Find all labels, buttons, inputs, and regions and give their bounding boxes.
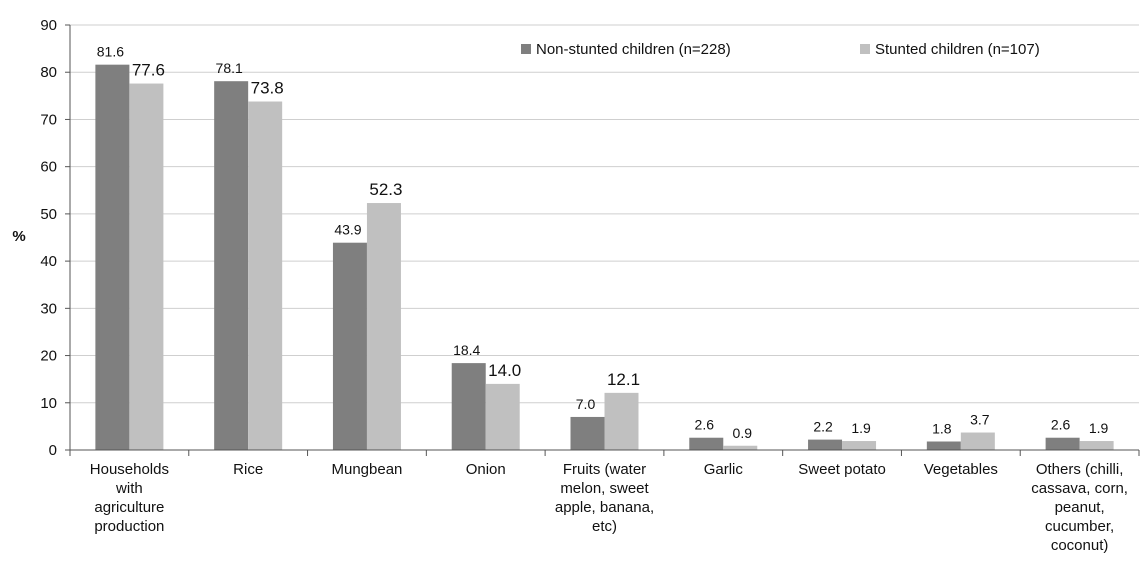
x-category-label: apple, banana, bbox=[555, 499, 654, 516]
bar-non-stunted bbox=[95, 64, 130, 451]
data-label: 1.8 bbox=[932, 421, 952, 437]
bar-stunted bbox=[842, 441, 877, 450]
legend-label-stunted: Stunted children (n=107) bbox=[875, 41, 1040, 58]
data-labels: 81.6 77.6 78.1 73.8 43.9 52.3 18.4 14.0 7.0 12.1 2… bbox=[97, 44, 1109, 441]
legend-swatch-non-stunted bbox=[521, 44, 531, 54]
y-tick-label: 40 bbox=[40, 253, 57, 270]
x-category-label: Fruits (water bbox=[563, 461, 646, 478]
bar-stunted bbox=[604, 392, 639, 450]
data-label: 52.3 bbox=[369, 180, 402, 199]
data-label: 14.0 bbox=[488, 361, 521, 380]
x-axis-category-labels: Households with agriculture production Rice M… bbox=[90, 461, 1128, 554]
data-label: 1.9 bbox=[1089, 420, 1109, 436]
bar-stunted bbox=[366, 203, 401, 450]
bar-non-stunted bbox=[451, 363, 486, 450]
legend: Non-stunted children (n=228) Stunted chi… bbox=[521, 41, 1040, 58]
y-tick-label: 30 bbox=[40, 300, 57, 317]
bar-non-stunted bbox=[808, 439, 843, 450]
x-category-label: cucumber, bbox=[1045, 518, 1114, 535]
data-label: 2.6 bbox=[695, 417, 715, 433]
legend-swatch-stunted bbox=[860, 44, 870, 54]
x-category-label: peanut, bbox=[1055, 499, 1105, 516]
x-category-label: Garlic bbox=[704, 461, 744, 478]
x-category-label: etc) bbox=[592, 518, 617, 535]
data-label: 81.6 bbox=[97, 44, 124, 60]
x-category-label: Sweet potato bbox=[798, 461, 886, 478]
y-axis-title: % bbox=[12, 228, 25, 245]
bar-stunted bbox=[1079, 441, 1114, 450]
x-category-label: Others (chilli, bbox=[1036, 461, 1124, 478]
x-category-label: coconut) bbox=[1051, 537, 1109, 554]
bar-stunted bbox=[248, 101, 283, 450]
y-tick-label: 20 bbox=[40, 348, 57, 365]
data-label: 0.9 bbox=[733, 425, 753, 441]
x-category-label: Mungbean bbox=[331, 461, 402, 478]
legend-label-non-stunted: Non-stunted children (n=228) bbox=[536, 41, 731, 58]
data-label: 3.7 bbox=[970, 412, 990, 428]
axes bbox=[69, 25, 1140, 456]
bar-series bbox=[95, 64, 1114, 451]
data-label: 2.6 bbox=[1051, 417, 1071, 433]
data-label: 77.6 bbox=[132, 61, 165, 80]
y-tick-label: 50 bbox=[40, 206, 57, 223]
x-category-label: production bbox=[94, 518, 164, 535]
bar-non-stunted bbox=[332, 242, 367, 450]
data-label: 73.8 bbox=[251, 79, 284, 98]
data-label: 43.9 bbox=[334, 222, 361, 238]
data-label: 78.1 bbox=[216, 60, 243, 76]
bar-non-stunted bbox=[570, 416, 605, 450]
data-label: 1.9 bbox=[851, 420, 871, 436]
bar-stunted bbox=[723, 445, 758, 450]
x-category-label: Vegetables bbox=[924, 461, 998, 478]
bar-stunted bbox=[485, 383, 520, 450]
bar-non-stunted bbox=[1045, 437, 1080, 450]
data-label: 7.0 bbox=[576, 396, 596, 412]
data-label: 12.1 bbox=[607, 370, 640, 389]
x-category-label: agriculture bbox=[94, 499, 164, 516]
data-label: 18.4 bbox=[453, 342, 480, 358]
y-tick-label: 10 bbox=[40, 395, 57, 412]
x-category-label: Onion bbox=[466, 461, 506, 478]
x-category-label: with bbox=[115, 480, 143, 497]
y-tick-label: 80 bbox=[40, 64, 57, 81]
x-category-label: Households bbox=[90, 461, 169, 478]
y-axis-tick-labels: 0 10 20 30 40 50 60 70 80 90 bbox=[40, 17, 70, 459]
y-tick-label: 90 bbox=[40, 17, 57, 34]
y-tick-label: 70 bbox=[40, 111, 57, 128]
x-category-label: cassava, corn, bbox=[1031, 480, 1128, 497]
x-category-label: melon, sweet bbox=[560, 480, 649, 497]
x-category-label: Rice bbox=[233, 461, 263, 478]
bar-stunted bbox=[960, 432, 995, 450]
bar-stunted bbox=[129, 83, 164, 451]
bar-non-stunted bbox=[689, 437, 724, 450]
bar-non-stunted bbox=[926, 441, 961, 450]
y-tick-label: 0 bbox=[49, 442, 57, 459]
y-tick-label: 60 bbox=[40, 159, 57, 176]
bar-non-stunted bbox=[214, 81, 249, 450]
data-label: 2.2 bbox=[813, 419, 833, 435]
